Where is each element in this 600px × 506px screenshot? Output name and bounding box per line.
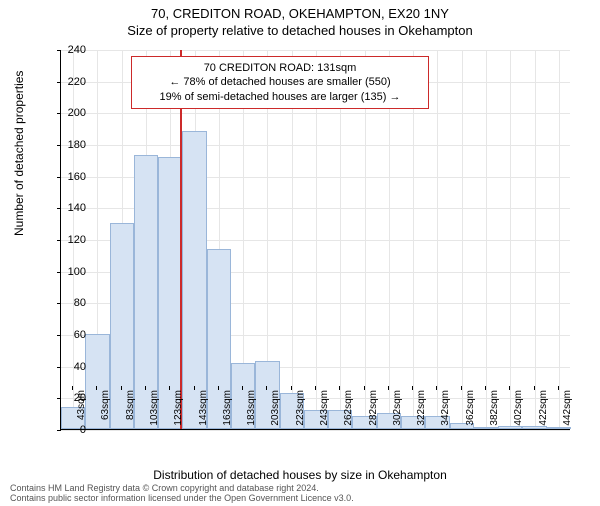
annotation-line: 19% of semi-detached houses are larger (… bbox=[140, 90, 420, 104]
annotation-box: 70 CREDITON ROAD: 131sqm← 78% of detache… bbox=[131, 56, 429, 109]
chart-area: 70 CREDITON ROAD: 131sqm← 78% of detache… bbox=[60, 50, 570, 430]
plot-area: 70 CREDITON ROAD: 131sqm← 78% of detache… bbox=[60, 50, 570, 430]
xtick-label: 402sqm bbox=[513, 390, 524, 426]
ytick-mark bbox=[57, 240, 61, 241]
gridline-v bbox=[510, 50, 511, 429]
xtick-label: 43sqm bbox=[76, 390, 87, 420]
gridline-v bbox=[486, 50, 487, 429]
page-subtitle: Size of property relative to detached ho… bbox=[0, 23, 600, 38]
xtick-label: 203sqm bbox=[270, 390, 281, 426]
gridline-v bbox=[437, 50, 438, 429]
xtick-label: 183sqm bbox=[246, 390, 257, 426]
ytick-mark bbox=[57, 367, 61, 368]
xtick-mark bbox=[534, 386, 535, 390]
ytick-mark bbox=[57, 303, 61, 304]
xtick-label: 243sqm bbox=[319, 390, 330, 426]
ytick-mark bbox=[57, 272, 61, 273]
ytick-mark bbox=[57, 50, 61, 51]
histogram-bar bbox=[182, 131, 206, 429]
ytick-mark bbox=[57, 145, 61, 146]
xtick-label: 302sqm bbox=[392, 390, 403, 426]
xtick-label: 143sqm bbox=[198, 390, 209, 426]
xtick-mark bbox=[339, 386, 340, 390]
xtick-label: 123sqm bbox=[173, 390, 184, 426]
histogram-bar bbox=[522, 426, 546, 429]
ytick-label: 200 bbox=[68, 107, 86, 119]
xtick-mark bbox=[436, 386, 437, 390]
ytick-label: 40 bbox=[74, 361, 86, 373]
xtick-mark bbox=[509, 386, 510, 390]
ytick-label: 120 bbox=[68, 234, 86, 246]
xtick-mark bbox=[242, 386, 243, 390]
xtick-label: 63sqm bbox=[100, 390, 111, 420]
ytick-mark bbox=[57, 398, 61, 399]
annotation-line: ← 78% of detached houses are smaller (55… bbox=[140, 75, 420, 89]
xtick-mark bbox=[485, 386, 486, 390]
xtick-mark bbox=[145, 386, 146, 390]
xtick-mark bbox=[315, 386, 316, 390]
xtick-mark bbox=[121, 386, 122, 390]
xtick-mark bbox=[412, 386, 413, 390]
ytick-mark bbox=[57, 82, 61, 83]
gridline-v bbox=[559, 50, 560, 429]
x-axis-label: Distribution of detached houses by size … bbox=[0, 468, 600, 482]
xtick-label: 262sqm bbox=[343, 390, 354, 426]
histogram-bar bbox=[474, 427, 498, 429]
ytick-label: 80 bbox=[74, 297, 86, 309]
xtick-label: 103sqm bbox=[149, 390, 160, 426]
xtick-label: 362sqm bbox=[465, 390, 476, 426]
xtick-mark bbox=[96, 386, 97, 390]
xtick-mark bbox=[194, 386, 195, 390]
xtick-label: 442sqm bbox=[562, 390, 573, 426]
gridline-v bbox=[462, 50, 463, 429]
xtick-mark bbox=[461, 386, 462, 390]
xtick-label: 282sqm bbox=[368, 390, 379, 426]
gridline-h bbox=[61, 430, 570, 431]
xtick-mark bbox=[558, 386, 559, 390]
histogram-bar bbox=[158, 157, 182, 429]
histogram-bar bbox=[547, 427, 571, 429]
xtick-label: 322sqm bbox=[416, 390, 427, 426]
footer-attribution: Contains HM Land Registry data © Crown c… bbox=[10, 484, 354, 504]
ytick-mark bbox=[57, 113, 61, 114]
ytick-label: 220 bbox=[68, 76, 86, 88]
y-axis-label: Number of detached properties bbox=[12, 71, 26, 236]
ytick-mark bbox=[57, 335, 61, 336]
xtick-label: 342sqm bbox=[440, 390, 451, 426]
ytick-label: 60 bbox=[74, 329, 86, 341]
xtick-mark bbox=[291, 386, 292, 390]
xtick-label: 163sqm bbox=[222, 390, 233, 426]
histogram-bar bbox=[498, 426, 522, 429]
xtick-label: 422sqm bbox=[538, 390, 549, 426]
xtick-mark bbox=[72, 386, 73, 390]
ytick-label: 160 bbox=[68, 171, 86, 183]
xtick-mark bbox=[388, 386, 389, 390]
ytick-label: 100 bbox=[68, 266, 86, 278]
ytick-label: 240 bbox=[68, 44, 86, 56]
xtick-label: 83sqm bbox=[125, 390, 136, 420]
xtick-mark bbox=[266, 386, 267, 390]
xtick-mark bbox=[364, 386, 365, 390]
ytick-label: 140 bbox=[68, 202, 86, 214]
page-title: 70, CREDITON ROAD, OKEHAMPTON, EX20 1NY bbox=[0, 6, 600, 21]
xtick-label: 223sqm bbox=[295, 390, 306, 426]
ytick-label: 0 bbox=[80, 424, 86, 436]
ytick-label: 180 bbox=[68, 139, 86, 151]
xtick-label: 382sqm bbox=[489, 390, 500, 426]
ytick-mark bbox=[57, 208, 61, 209]
xtick-mark bbox=[218, 386, 219, 390]
ytick-mark bbox=[57, 430, 61, 431]
footer-line-2: Contains public sector information licen… bbox=[10, 494, 354, 504]
xtick-mark bbox=[169, 386, 170, 390]
ytick-mark bbox=[57, 177, 61, 178]
gridline-v bbox=[535, 50, 536, 429]
annotation-line: 70 CREDITON ROAD: 131sqm bbox=[140, 61, 420, 75]
